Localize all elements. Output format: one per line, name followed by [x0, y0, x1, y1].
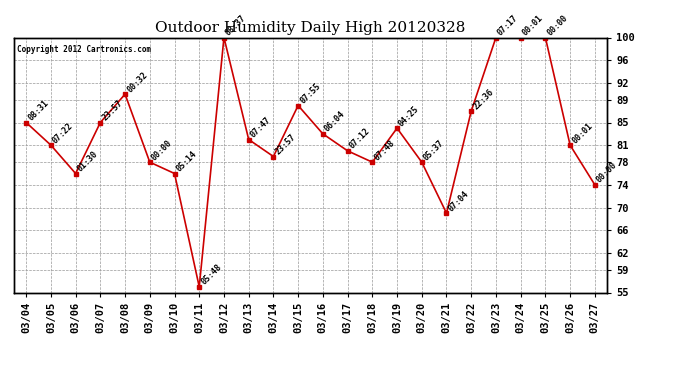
Text: 00:00: 00:00: [595, 161, 619, 185]
Text: 23:57: 23:57: [100, 99, 124, 123]
Text: 05:48: 05:48: [199, 263, 224, 287]
Text: 07:48: 07:48: [373, 138, 396, 162]
Text: 00:00: 00:00: [545, 13, 569, 38]
Text: 07:04: 07:04: [446, 189, 471, 213]
Text: 06:04: 06:04: [323, 110, 347, 134]
Title: Outdoor Humidity Daily High 20120328: Outdoor Humidity Daily High 20120328: [155, 21, 466, 35]
Text: 01:30: 01:30: [76, 150, 99, 174]
Text: 00:01: 00:01: [521, 13, 544, 38]
Text: 08:37: 08:37: [224, 13, 248, 38]
Text: 00:01: 00:01: [570, 121, 594, 145]
Text: 07:22: 07:22: [51, 121, 75, 145]
Text: 04:25: 04:25: [397, 104, 421, 128]
Text: 22:36: 22:36: [471, 87, 495, 111]
Text: Copyright 2012 Cartronics.com: Copyright 2012 Cartronics.com: [17, 45, 151, 54]
Text: 07:47: 07:47: [248, 116, 273, 140]
Text: 07:55: 07:55: [298, 81, 322, 105]
Text: 05:14: 05:14: [175, 150, 199, 174]
Text: 07:12: 07:12: [348, 127, 372, 151]
Text: 00:00: 00:00: [150, 138, 174, 162]
Text: 07:17: 07:17: [496, 13, 520, 38]
Text: 05:37: 05:37: [422, 138, 446, 162]
Text: 08:31: 08:31: [26, 99, 50, 123]
Text: 23:57: 23:57: [273, 132, 297, 156]
Text: 00:32: 00:32: [125, 70, 149, 94]
